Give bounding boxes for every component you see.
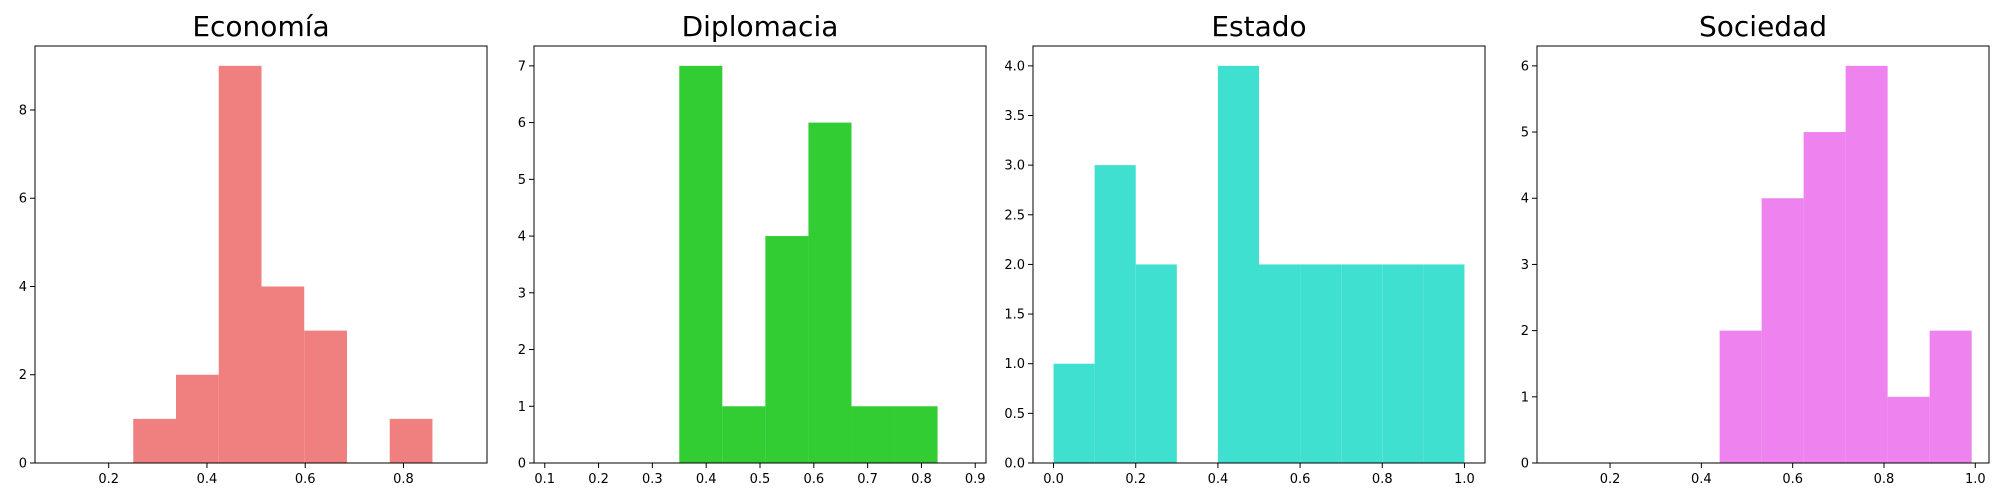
- x-tick-label: 0.2: [98, 472, 119, 487]
- y-tick-label: 3.5: [1004, 109, 1025, 124]
- histogram-bar: [1929, 330, 1972, 463]
- histogram-bar: [894, 406, 938, 463]
- x-tick-label: 0.2: [1125, 472, 1146, 487]
- x-tick-label: 0.7: [857, 472, 878, 487]
- x-tick-label: 0.1: [534, 472, 555, 487]
- histogram-bar: [1887, 396, 1930, 463]
- histogram-bar: [176, 374, 219, 463]
- histogram-bar: [1341, 264, 1383, 463]
- x-tick-label: 0.8: [911, 472, 932, 487]
- histogram-bar: [1300, 264, 1342, 463]
- x-tick-label: 0.2: [1600, 472, 1621, 487]
- histogram-bar: [1259, 264, 1301, 463]
- axes-frame: [533, 45, 987, 464]
- axes-frame: [1032, 45, 1486, 464]
- histogram-bar: [389, 418, 433, 463]
- histogram-bar: [1135, 264, 1177, 463]
- y-tick-label: 0: [518, 457, 526, 472]
- y-tick-label: 1.5: [1004, 308, 1025, 323]
- y-tick-label: 1.0: [1004, 357, 1025, 372]
- x-tick-label: 0.4: [1208, 472, 1229, 487]
- x-tick-label: 0.4: [696, 472, 717, 487]
- x-tick-label: 1.0: [1454, 472, 1475, 487]
- y-tick-label: 1: [1521, 390, 1529, 405]
- y-tick-label: 1: [518, 400, 526, 415]
- x-tick-label: 0.4: [1691, 472, 1712, 487]
- histogram-bar: [722, 406, 766, 463]
- x-tick-label: 0.6: [1290, 472, 1311, 487]
- y-tick-label: 5: [518, 173, 526, 188]
- histogram-bar: [261, 286, 305, 463]
- histogram-bar: [218, 65, 262, 463]
- histogram-bar: [1803, 132, 1846, 464]
- x-tick-label: 0.0: [1043, 472, 1064, 487]
- x-tick-label: 0.2: [588, 472, 609, 487]
- y-tick-label: 7: [518, 59, 526, 74]
- y-tick-label: 0.0: [1004, 457, 1025, 472]
- y-tick-label: 2: [1521, 324, 1529, 339]
- histogram-bar: [1719, 330, 1762, 463]
- y-tick-label: 4.0: [1004, 59, 1025, 74]
- panel-title: Sociedad: [1699, 10, 1827, 43]
- panel-2: Diplomacia 0.1 0.2 0.3 0.4 0.5 0.6 0.7 0.8 0.9 0 1 2…: [518, 10, 987, 487]
- x-tick-label: 0.3: [642, 472, 663, 487]
- histogram-bar: [1217, 65, 1259, 463]
- y-tick-label: 6: [518, 116, 526, 131]
- y-tick-label: 8: [19, 103, 27, 118]
- y-tick-label: 5: [1521, 126, 1529, 141]
- y-tick-label: 2: [518, 343, 526, 358]
- histogram-bar: [1053, 363, 1095, 463]
- y-tick-label: 0: [19, 457, 27, 472]
- histogram-bar: [808, 122, 852, 464]
- panel-title: Diplomacia: [682, 10, 839, 43]
- histogram-bar: [1423, 264, 1465, 463]
- panel-4: Sociedad 0.2 0.4 0.6 0.8 1.0 0 1 2 3 4 5 6: [1521, 10, 1990, 487]
- y-tick-label: 3: [518, 286, 526, 301]
- x-tick-label: 0.6: [803, 472, 824, 487]
- histogram-bar: [1382, 264, 1424, 463]
- axes-frame: [34, 45, 488, 464]
- panel-3: Estado 0.0 0.2 0.4 0.6 0.8 1.0 0.0 0.5 1.0 1.5 2.0 2…: [1004, 10, 1486, 487]
- y-tick-label: 2.5: [1004, 208, 1025, 223]
- x-tick-label: 0.8: [1372, 472, 1393, 487]
- histogram-bar: [1094, 165, 1136, 463]
- y-tick-label: 4: [19, 280, 27, 295]
- histogram-bar: [851, 406, 895, 463]
- x-tick-label: 1.0: [1965, 472, 1986, 487]
- axes-frame: [1536, 45, 1990, 464]
- histogram-bar: [304, 330, 347, 463]
- histogram-bar: [765, 236, 809, 463]
- panel-title: Economía: [192, 10, 329, 43]
- histogram-bar: [679, 65, 723, 463]
- x-tick-label: 0.5: [750, 472, 771, 487]
- x-tick-label: 0.9: [965, 472, 986, 487]
- x-tick-label: 0.6: [1782, 472, 1803, 487]
- y-tick-label: 6: [19, 192, 27, 207]
- y-tick-label: 6: [1521, 59, 1529, 74]
- y-tick-label: 2.0: [1004, 258, 1025, 273]
- histogram-bar: [1761, 198, 1804, 463]
- x-tick-label: 0.4: [197, 472, 218, 487]
- y-tick-label: 2: [19, 368, 27, 383]
- y-tick-label: 4: [1521, 192, 1529, 207]
- x-tick-label: 0.8: [393, 472, 414, 487]
- histogram-bar: [133, 418, 177, 463]
- histogram-bar: [1845, 65, 1888, 463]
- y-tick-label: 4: [518, 230, 526, 245]
- y-tick-label: 0.5: [1004, 407, 1025, 422]
- y-tick-label: 3.0: [1004, 159, 1025, 174]
- x-tick-label: 0.6: [295, 472, 316, 487]
- y-tick-label: 3: [1521, 258, 1529, 273]
- panel-title: Estado: [1211, 10, 1306, 43]
- x-tick-label: 0.8: [1874, 472, 1895, 487]
- y-tick-label: 0: [1521, 457, 1529, 472]
- panel-1: Economía 0.2 0.4 0.6 0.8 0 2 4 6 8: [19, 10, 488, 487]
